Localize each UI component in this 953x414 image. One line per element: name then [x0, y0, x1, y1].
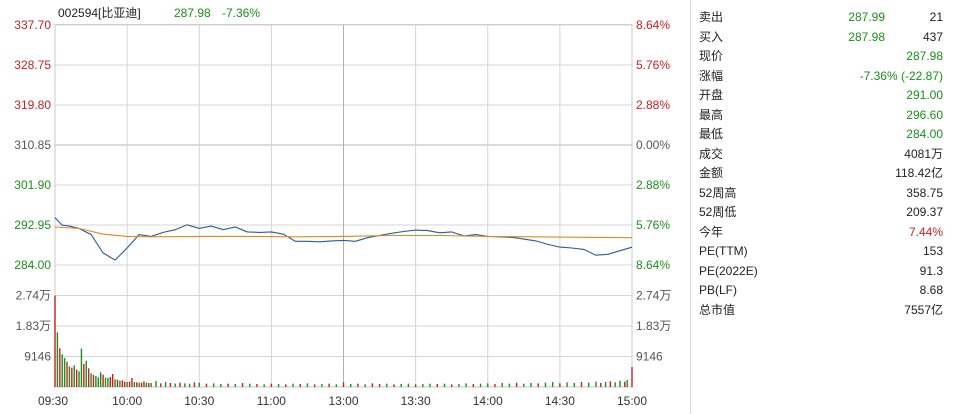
pct-tick-label: 5.76% — [636, 218, 670, 232]
chart-grid — [54, 24, 633, 388]
time-tick-label: 14:30 — [545, 394, 575, 408]
time-tick-label: 13:30 — [401, 394, 431, 408]
quote-row: 今年 7.44% — [699, 222, 945, 242]
time-tick-label: 09:30 — [38, 394, 68, 408]
quote-order-price: 287.99 — [848, 10, 885, 24]
quote-value: 21 — [929, 10, 943, 24]
quote-label: 开盘 — [699, 88, 724, 102]
intraday-chart[interactable]: 337.70 328.75 319.80 310.85 301.90 292.95 284.… — [0, 0, 690, 414]
volume-tick-label: 9146 — [24, 350, 51, 364]
volume-tick-label: 1.83万 — [16, 319, 51, 333]
quote-label: PB(LF) — [699, 283, 738, 297]
price-tick-label: 310.85 — [14, 138, 51, 152]
price-line — [54, 217, 633, 261]
time-tick-label: 11:00 — [257, 394, 286, 408]
quote-label: 今年 — [699, 224, 724, 239]
volume-tick-label: 9146 — [636, 350, 663, 364]
quote-row: 现价 287.98 — [699, 46, 945, 66]
quote-panel: 卖出 287.99 21 买入 287.98 437 现价 287.98 涨幅 -7.36% (-… — [690, 0, 953, 414]
price-tick-label: 319.80 — [14, 98, 51, 112]
quote-label: 买入 — [699, 29, 724, 44]
pct-tick-label: 8.64% — [636, 18, 670, 32]
quote-label: 涨幅 — [699, 68, 724, 83]
quote-value: 287.98 — [906, 49, 943, 63]
quote-value: 284.00 — [906, 127, 943, 141]
chart-header: 002594[比亚迪] 287.98 -7.36% — [58, 6, 260, 20]
price-tick-label: 337.70 — [14, 18, 51, 32]
quote-row: 最高 296.60 — [699, 105, 945, 125]
pct-tick-label: 0.00% — [636, 138, 670, 152]
quote-value: 358.75 — [906, 185, 943, 200]
quote-row: PE(2022E) 91.3 — [699, 261, 945, 281]
volume-tick-label: 2.74万 — [16, 289, 51, 303]
header-change-pct: -7.36% — [222, 6, 260, 20]
time-tick-label: 10:00 — [112, 394, 142, 408]
quote-row: 最低 284.00 — [699, 124, 945, 144]
volume-bars — [54, 295, 633, 387]
quote-value: 153 — [922, 244, 943, 258]
price-tick-label: 328.75 — [14, 58, 51, 72]
quote-row: 52周低 209.37 — [699, 202, 945, 222]
quote-row: PE(TTM) 153 — [699, 241, 945, 261]
quote-row: 卖出 287.99 21 — [699, 7, 945, 27]
time-tick-label: 13:00 — [328, 394, 358, 408]
price-tick-label: 301.90 — [14, 178, 51, 192]
quote-row: 买入 287.98 437 — [699, 27, 945, 47]
header-price: 287.98 — [174, 6, 211, 20]
quote-value: 4081万 — [904, 146, 943, 161]
quote-value: 437 — [922, 29, 943, 44]
quote-label: PE(2022E) — [699, 263, 758, 278]
quote-value: 296.60 — [906, 107, 943, 122]
quote-label: 成交 — [699, 146, 724, 161]
quote-value: 7557亿 — [904, 302, 943, 317]
price-tick-label: 292.95 — [14, 218, 51, 232]
quote-row: 开盘 291.00 — [699, 85, 945, 105]
pct-tick-label: 2.88% — [636, 98, 670, 112]
stock-code-name: 002594[比亚迪] — [58, 6, 141, 20]
quote-row: 总市值 7557亿 — [699, 300, 945, 320]
quote-row: 成交 4081万 — [699, 144, 945, 164]
quote-label: 现价 — [699, 49, 724, 63]
time-tick-label: 10:30 — [184, 394, 214, 408]
pct-tick-label: 5.76% — [636, 58, 670, 72]
quote-order-price: 287.98 — [848, 29, 885, 44]
quote-row: 金额 118.42亿 — [699, 163, 945, 183]
time-tick-label: 14:00 — [473, 394, 503, 408]
pct-tick-label: 8.64% — [636, 258, 670, 272]
quote-label: 52周低 — [699, 205, 737, 219]
quote-label: 52周高 — [699, 185, 737, 200]
chart-axes: 337.70 328.75 319.80 310.85 301.90 292.95 284.… — [14, 18, 671, 408]
quote-value: 8.68 — [919, 283, 943, 297]
quote-label: PE(TTM) — [699, 244, 748, 258]
pct-tick-label: 2.88% — [636, 178, 670, 192]
time-tick-label: 15:00 — [617, 394, 647, 408]
quote-label: 金额 — [699, 166, 724, 180]
quote-row: 52周高 358.75 — [699, 183, 945, 203]
volume-tick-label: 1.83万 — [636, 319, 671, 333]
quote-row: PB(LF) 8.68 — [699, 280, 945, 300]
quote-value: -7.36% (-22.87) — [859, 68, 943, 83]
quote-value: 91.3 — [919, 263, 943, 278]
quote-label: 最低 — [699, 127, 724, 141]
quote-label: 卖出 — [699, 10, 724, 24]
volume-tick-label: 2.74万 — [636, 289, 671, 303]
quote-label: 总市值 — [699, 302, 736, 317]
average-price-line — [54, 226, 633, 239]
quote-value: 291.00 — [906, 88, 943, 102]
quote-row: 涨幅 -7.36% (-22.87) — [699, 66, 945, 86]
quote-value: 209.37 — [906, 205, 943, 219]
quote-value: 7.44% — [908, 224, 943, 239]
quote-value: 118.42亿 — [895, 166, 943, 180]
quote-label: 最高 — [699, 107, 724, 122]
price-tick-label: 284.00 — [14, 258, 51, 272]
price-lines — [54, 217, 633, 261]
